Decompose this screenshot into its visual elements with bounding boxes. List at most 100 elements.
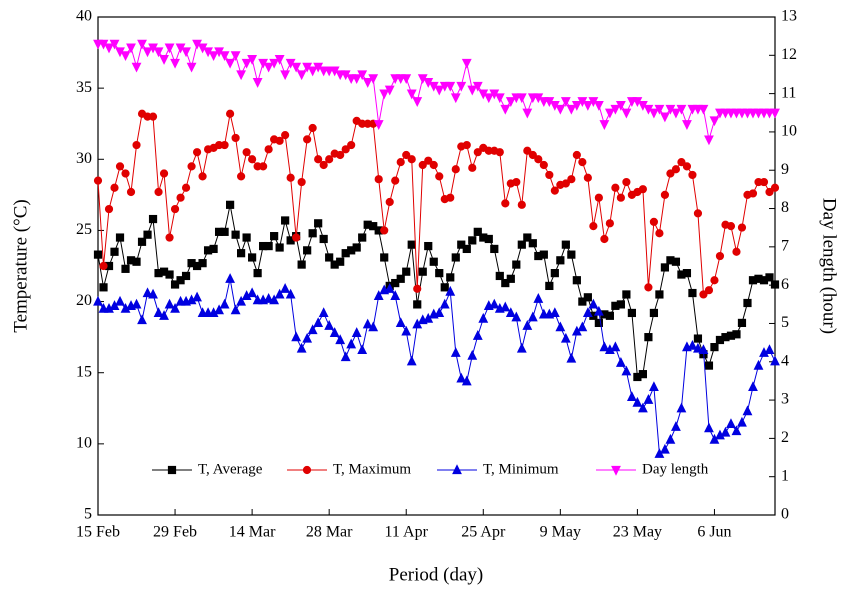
marker: [748, 189, 758, 198]
marker: [209, 244, 218, 254]
marker: [164, 298, 175, 309]
marker: [566, 352, 577, 363]
marker: [704, 135, 714, 146]
marker: [346, 338, 357, 349]
marker: [456, 81, 467, 92]
marker: [307, 324, 318, 335]
marker: [710, 276, 719, 285]
marker: [296, 70, 307, 81]
marker: [462, 244, 471, 254]
marker: [236, 295, 247, 306]
marker: [187, 162, 196, 171]
marker: [242, 233, 251, 242]
marker: [269, 58, 280, 69]
marker: [247, 287, 258, 298]
marker: [263, 293, 274, 303]
marker: [687, 339, 698, 350]
marker: [567, 175, 576, 184]
y-tick-label: 35: [76, 79, 92, 96]
marker: [329, 327, 340, 337]
x-tick-label: 11 Apr: [385, 524, 429, 541]
marker: [599, 341, 610, 352]
y-tick-label: 30: [76, 150, 92, 167]
marker: [104, 43, 114, 54]
marker: [368, 74, 379, 85]
marker: [142, 47, 153, 58]
marker: [556, 256, 565, 265]
y2-tick-label: 1: [781, 467, 789, 484]
y2-tick-label: 6: [781, 276, 789, 293]
marker: [351, 327, 362, 337]
marker: [655, 290, 664, 299]
marker: [126, 187, 136, 197]
marker: [275, 136, 284, 145]
marker: [402, 267, 411, 276]
marker: [555, 104, 566, 115]
marker: [237, 249, 246, 258]
marker: [373, 120, 384, 130]
y2-axis-title: Day length (hour): [819, 198, 840, 334]
marker: [660, 112, 670, 123]
marker: [726, 418, 736, 429]
marker: [582, 101, 593, 111]
marker: [649, 217, 659, 226]
marker: [528, 239, 537, 248]
marker: [220, 227, 229, 236]
marker: [231, 133, 240, 143]
marker: [368, 321, 379, 332]
marker: [181, 183, 191, 192]
marker: [148, 288, 158, 299]
marker: [110, 183, 119, 192]
y-axis-title: Temperature (°C): [10, 199, 31, 332]
marker: [208, 51, 219, 62]
marker: [132, 140, 141, 150]
marker: [622, 290, 631, 299]
marker: [384, 85, 395, 96]
marker: [296, 342, 307, 353]
marker: [748, 381, 758, 392]
marker: [770, 280, 780, 289]
marker: [418, 267, 427, 276]
marker: [517, 200, 526, 209]
x-tick-label: 9 May: [540, 524, 581, 541]
marker: [654, 104, 665, 115]
marker: [671, 108, 681, 119]
marker: [137, 39, 147, 50]
marker: [539, 250, 548, 259]
marker: [308, 229, 317, 238]
marker: [241, 58, 252, 69]
marker: [148, 112, 158, 121]
marker: [483, 93, 494, 104]
marker: [236, 70, 247, 81]
legend-label: Day length: [642, 461, 709, 477]
marker: [104, 204, 114, 214]
marker: [280, 283, 291, 293]
marker: [434, 307, 445, 318]
marker: [688, 170, 697, 180]
marker: [93, 295, 103, 306]
marker: [452, 464, 462, 475]
marker: [424, 241, 433, 251]
marker: [522, 108, 533, 119]
marker: [164, 43, 175, 54]
marker: [413, 300, 422, 309]
marker: [340, 351, 351, 362]
marker: [637, 402, 648, 413]
marker: [451, 253, 460, 262]
marker: [550, 186, 559, 195]
y2-tick-label: 11: [781, 84, 796, 101]
marker: [523, 146, 532, 155]
marker: [594, 193, 603, 202]
marker: [352, 243, 361, 252]
series-line: [98, 42, 775, 140]
marker: [379, 89, 390, 100]
marker: [500, 104, 511, 115]
marker: [593, 101, 604, 111]
marker: [660, 443, 670, 454]
x-tick-label: 28 Mar: [306, 524, 353, 541]
marker: [622, 177, 631, 187]
marker: [186, 62, 197, 73]
marker: [181, 47, 191, 58]
marker: [263, 62, 274, 73]
